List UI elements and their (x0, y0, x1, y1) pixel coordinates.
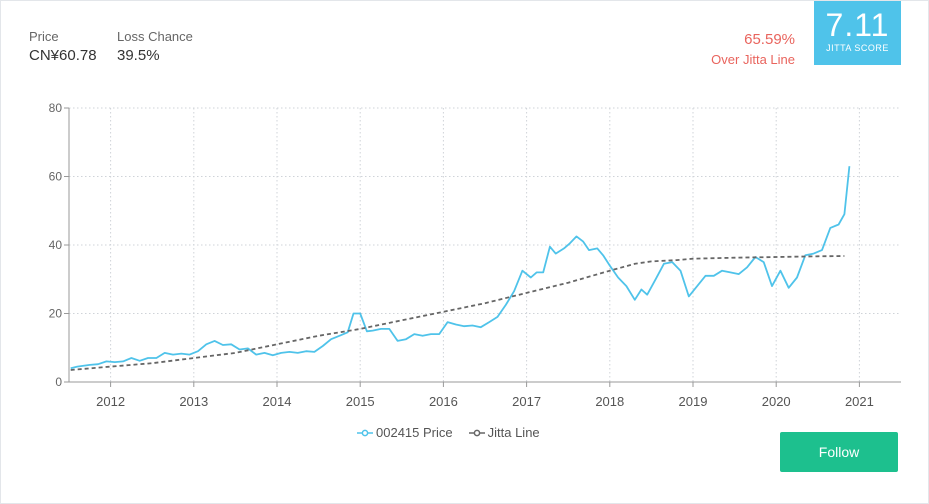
jitta-score-value: 7.11 (825, 7, 890, 43)
legend-price-marker (357, 429, 373, 436)
loss-chance-value: 39.5% (117, 47, 160, 64)
x-tick-label: 2016 (429, 394, 458, 409)
over-jitta-text: Over Jitta Line (711, 52, 795, 67)
legend-price-label: 002415 Price (376, 425, 453, 440)
y-tick-label: 40 (49, 238, 63, 252)
y-tick-label: 20 (49, 307, 63, 321)
legend-jitta-label: Jitta Line (487, 425, 540, 440)
jitta-line-status: 65.59% Over Jitta Line (711, 31, 795, 69)
x-tick-label: 2021 (845, 394, 874, 409)
x-tick-label: 2018 (595, 394, 624, 409)
jitta-score-badge: 7.11 JITTA SCORE (814, 1, 901, 65)
price-series-line (70, 166, 851, 370)
legend-item-jitta-line[interactable]: Jitta Line (468, 425, 540, 440)
price-value: CN¥60.78 (29, 47, 97, 64)
x-tick-label: 2017 (512, 394, 541, 409)
y-tick-label: 80 (49, 101, 63, 115)
legend-jitta-marker (468, 429, 485, 436)
loss-chance-label: Loss Chance (117, 29, 193, 44)
price-chart: 0 20 40 60 80 2012 2013 2014 2015 2016 2017 2018 201… (49, 101, 901, 409)
price-stat: Price CN¥60.78 (29, 29, 97, 66)
price-label: Price (29, 29, 59, 44)
x-tick-label: 2020 (762, 394, 791, 409)
x-tick-label: 2013 (179, 394, 208, 409)
jitta-score-label: JITTA SCORE (826, 43, 889, 53)
x-tick-label: 2014 (263, 394, 292, 409)
x-tick-label: 2019 (679, 394, 708, 409)
legend-item-price[interactable]: 002415 Price (357, 425, 453, 440)
loss-chance-stat: Loss Chance 39.5% (117, 29, 193, 66)
y-tick-label: 60 (49, 170, 63, 184)
chart-legend: 002415 Price Jitta Line (357, 425, 540, 440)
jitta-series-line (70, 255, 845, 371)
x-tick-label: 2012 (96, 394, 125, 409)
x-tick-label: 2015 (346, 394, 375, 409)
follow-button[interactable]: Follow (780, 432, 898, 472)
over-jitta-percent: 65.59% (744, 31, 795, 48)
y-tick-label: 0 (55, 375, 62, 389)
